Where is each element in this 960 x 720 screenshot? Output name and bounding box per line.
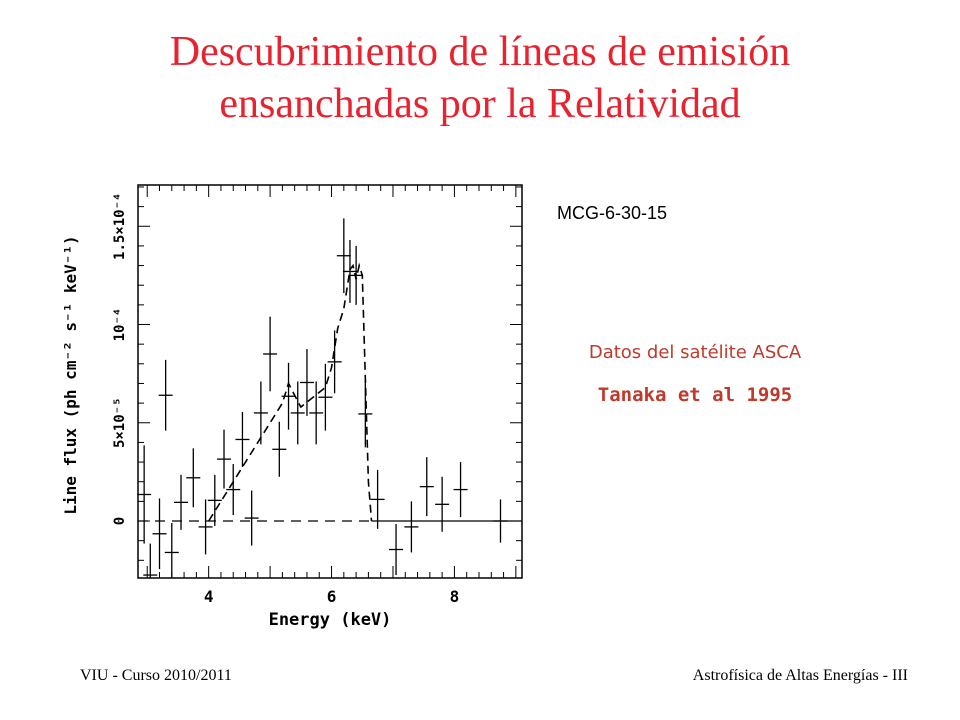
data-point	[349, 245, 364, 305]
data-point	[217, 429, 232, 489]
data-point	[309, 381, 324, 445]
data-point	[370, 469, 385, 529]
data-point	[290, 381, 305, 445]
data-point	[152, 498, 167, 570]
title-line-2: ensanchadas por la Relatividad	[219, 81, 741, 127]
data-point	[299, 349, 314, 416]
footer-subject: Astrofísica de Altas Energías - III	[692, 667, 908, 684]
x-tick-label: 8	[450, 587, 460, 606]
data-point	[389, 523, 404, 576]
line-flux-chart: 4 6 8 0 5×10⁻⁵ 10⁻⁴ 1.5×10⁻⁴ Energy (keV) Lin…	[61, 184, 523, 630]
footer-course: VIU - Curso 2010/2011	[80, 667, 232, 684]
y-axis-label: Line flux (ph cm⁻² s⁻¹ keV⁻¹)	[61, 235, 80, 514]
data-point	[244, 490, 259, 546]
data-point	[143, 543, 158, 578]
data-point	[281, 362, 296, 430]
data-point	[419, 457, 434, 517]
data-point	[263, 316, 278, 392]
data-point	[272, 421, 287, 477]
data-point	[186, 448, 201, 508]
data-source-label: Datos del satélite ASCA	[588, 342, 802, 363]
data-point	[164, 522, 179, 578]
source-name-label: MCG-6-30-15	[557, 203, 668, 223]
data-point	[198, 499, 213, 555]
data-point	[137, 445, 152, 544]
model-curve	[208, 262, 373, 522]
data-point	[493, 499, 508, 543]
y-tick-label: 5×10⁻⁵	[112, 397, 128, 448]
data-point	[318, 363, 333, 431]
y-tick-labels: 0 5×10⁻⁵ 10⁻⁴ 1.5×10⁻⁴	[112, 193, 128, 526]
data-point	[453, 462, 468, 518]
reference-label: Tanaka et al 1995	[597, 384, 793, 406]
y-tick-label: 1.5×10⁻⁴	[112, 193, 128, 260]
plot-border	[137, 184, 523, 579]
data-point	[207, 474, 222, 526]
x-tick-labels: 4 6 8	[204, 587, 459, 606]
x-tick-label: 4	[204, 587, 214, 606]
data-point	[253, 381, 268, 445]
data-point	[235, 411, 250, 467]
slide-title: Descubrimiento de líneas de emisión ensa…	[0, 26, 960, 130]
plot-frame	[137, 184, 523, 579]
data-point	[174, 474, 189, 530]
title-line-1: Descubrimiento de líneas de emisión	[169, 29, 791, 75]
data-point	[336, 218, 351, 294]
data-point	[342, 240, 357, 303]
x-axis-label: Energy (keV)	[269, 610, 392, 630]
model-line	[208, 262, 373, 522]
y-tick-label: 10⁻⁴	[112, 308, 128, 342]
axis-ticks	[138, 185, 522, 578]
x-tick-label: 6	[327, 587, 337, 606]
data-points	[137, 218, 508, 578]
data-point	[404, 501, 419, 553]
data-point	[358, 380, 373, 448]
data-point	[158, 359, 173, 431]
data-point	[435, 476, 450, 532]
data-point	[226, 464, 241, 516]
data-point	[327, 330, 342, 394]
y-tick-label: 0	[112, 517, 128, 525]
